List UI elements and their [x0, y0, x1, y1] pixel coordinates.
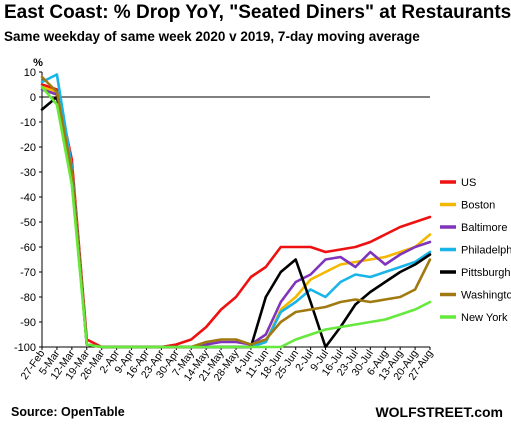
legend-label: Baltimore — [461, 222, 507, 234]
source-note: Source: OpenTable — [11, 405, 125, 419]
y-tick-label: -30 — [20, 167, 36, 179]
chart-title: East Coast: % Drop YoY, "Seated Diners" … — [4, 2, 511, 23]
legend-label: Washington — [461, 290, 511, 302]
legend-label: Pittsburgh — [461, 267, 511, 279]
series-line-pittsburgh — [40, 95, 432, 349]
series-line-baltimore — [40, 88, 432, 349]
legend-label: US — [461, 177, 476, 189]
y-tick-label: -90 — [20, 317, 36, 329]
y-tick-label: -40 — [20, 192, 36, 204]
legend-label: Boston — [461, 200, 495, 212]
y-tick-label: -80 — [20, 292, 36, 304]
legend-label: New York — [461, 312, 508, 324]
series-line-new-york — [40, 85, 432, 349]
series-line-philadelphia — [40, 73, 432, 349]
y-tick-label: -10 — [20, 117, 36, 129]
y-tick-label: -70 — [20, 267, 36, 279]
y-tick-label: 0 — [30, 92, 36, 104]
y-tick-label: -50 — [20, 217, 36, 229]
y-tick-label: -60 — [20, 242, 36, 254]
y-unit-label: % — [33, 57, 43, 69]
y-tick-label: -20 — [20, 142, 36, 154]
y-tick-label: -100 — [14, 342, 36, 354]
chart-legend: US Boston Baltimore Philadelphia Pittsburgh W… — [440, 177, 511, 324]
brand-label: WOLFSTREET.com — [375, 404, 503, 420]
series-line-washington — [40, 75, 432, 349]
series-line-us — [40, 83, 432, 349]
y-tick-label: 10 — [24, 67, 36, 79]
chart-lines — [40, 73, 432, 349]
legend-label: Philadelphia — [461, 245, 511, 257]
chart-subtitle: Same weekday of same week 2020 v 2019, 7… — [4, 29, 420, 44]
series-line-boston — [40, 85, 432, 349]
